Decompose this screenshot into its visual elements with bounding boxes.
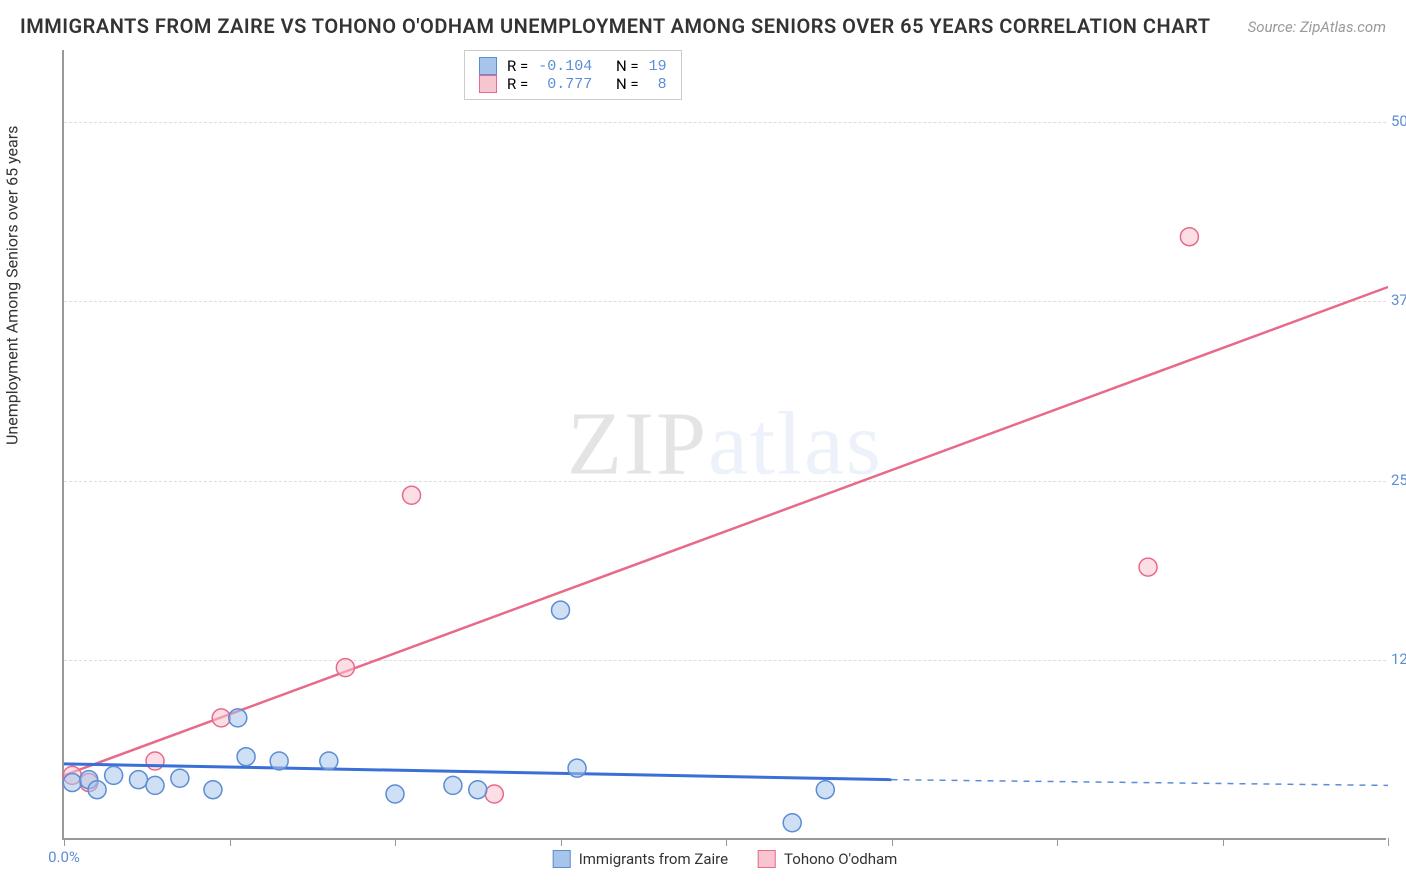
data-point (146, 776, 164, 794)
data-point (336, 659, 354, 677)
data-point (105, 766, 123, 784)
trend-line (64, 287, 1388, 775)
data-point (469, 781, 487, 799)
data-point (485, 785, 503, 803)
data-point (403, 486, 421, 504)
data-point (1180, 228, 1198, 246)
correlation-stat-box: R = -0.104 N = 19 R = 0.777 N = 8 (464, 50, 682, 100)
data-point (1139, 558, 1157, 576)
legend-item-pink: Tohono O'odham (758, 850, 897, 868)
chart-title: IMMIGRANTS FROM ZAIRE VS TOHONO O'ODHAM … (20, 14, 1211, 38)
data-point (444, 776, 462, 794)
y-tick-label: 50.0% (1391, 112, 1406, 130)
data-point (237, 748, 255, 766)
stat-swatch-pink (479, 75, 497, 93)
bottom-legend: Immigrants from Zaire Tohono O'odham (553, 850, 898, 868)
legend-label-pink: Tohono O'odham (784, 850, 897, 868)
stat-n-label: N = (616, 75, 639, 93)
y-tick-label: 12.5% (1391, 650, 1406, 668)
stat-r-pink: 0.777 (538, 76, 592, 93)
stat-row-blue: R = -0.104 N = 19 (479, 57, 667, 75)
source-attribution: Source: ZipAtlas.com (1248, 18, 1386, 36)
data-point (320, 752, 338, 770)
data-point (146, 752, 164, 770)
y-tick-label: 25.0% (1391, 471, 1406, 489)
y-tick-label: 37.5% (1391, 291, 1406, 309)
data-point (270, 752, 288, 770)
legend-label-blue: Immigrants from Zaire (579, 850, 728, 868)
data-point (229, 709, 247, 727)
legend-swatch-blue (553, 850, 571, 868)
stat-r-label: R = (507, 57, 528, 75)
x-tick-min: 0.0% (48, 848, 80, 866)
trend-line (892, 780, 1389, 786)
data-point (386, 785, 404, 803)
data-point (88, 781, 106, 799)
plot-area: ZIPatlas 12.5%25.0%37.5%50.0% 0.0% 8.0% … (62, 50, 1386, 840)
data-point (63, 774, 81, 792)
data-point (816, 781, 834, 799)
data-point (171, 769, 189, 787)
stat-row-pink: R = 0.777 N = 8 (479, 75, 667, 93)
stat-swatch-blue (479, 57, 497, 75)
stat-r-blue: -0.104 (538, 58, 592, 75)
legend-swatch-pink (758, 850, 776, 868)
data-point (552, 601, 570, 619)
stat-n-blue: 19 (649, 58, 667, 75)
stat-n-label: N = (616, 57, 639, 75)
data-point (568, 759, 586, 777)
y-axis-label: Unemployment Among Seniors over 65 years (3, 126, 22, 445)
chart-svg-layer (64, 50, 1386, 838)
legend-item-blue: Immigrants from Zaire (553, 850, 728, 868)
data-point (129, 771, 147, 789)
data-point (204, 781, 222, 799)
stat-r-label: R = (507, 75, 528, 93)
data-point (783, 814, 801, 832)
data-point (212, 709, 230, 727)
stat-n-pink: 8 (649, 76, 667, 93)
